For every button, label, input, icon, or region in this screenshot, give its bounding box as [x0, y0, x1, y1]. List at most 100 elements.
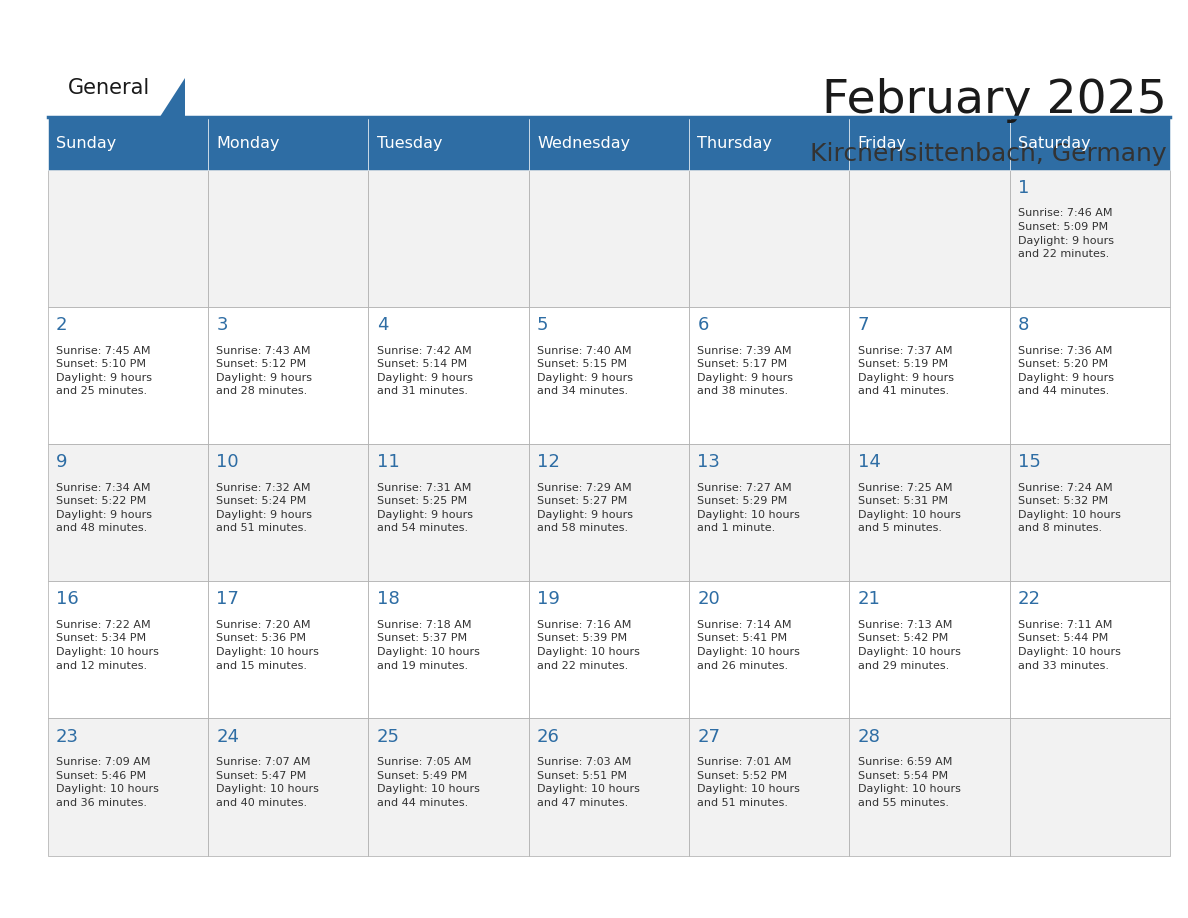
FancyBboxPatch shape [1010, 170, 1170, 307]
Text: General: General [68, 78, 150, 98]
FancyBboxPatch shape [48, 117, 208, 170]
Text: Sunrise: 7:09 AM
Sunset: 5:46 PM
Daylight: 10 hours
and 36 minutes.: Sunrise: 7:09 AM Sunset: 5:46 PM Dayligh… [56, 757, 159, 808]
Text: 15: 15 [1018, 453, 1041, 471]
FancyBboxPatch shape [368, 444, 529, 581]
Text: Sunrise: 7:05 AM
Sunset: 5:49 PM
Daylight: 10 hours
and 44 minutes.: Sunrise: 7:05 AM Sunset: 5:49 PM Dayligh… [377, 757, 480, 808]
Text: Kirchensittenbach, Germany: Kirchensittenbach, Germany [810, 142, 1167, 166]
FancyBboxPatch shape [689, 307, 849, 444]
Text: Sunrise: 7:31 AM
Sunset: 5:25 PM
Daylight: 9 hours
and 54 minutes.: Sunrise: 7:31 AM Sunset: 5:25 PM Dayligh… [377, 483, 473, 533]
FancyBboxPatch shape [48, 444, 208, 581]
Text: Sunrise: 7:46 AM
Sunset: 5:09 PM
Daylight: 9 hours
and 22 minutes.: Sunrise: 7:46 AM Sunset: 5:09 PM Dayligh… [1018, 208, 1114, 259]
Text: 7: 7 [858, 316, 870, 334]
FancyBboxPatch shape [208, 719, 368, 856]
Text: Sunrise: 7:43 AM
Sunset: 5:12 PM
Daylight: 9 hours
and 28 minutes.: Sunrise: 7:43 AM Sunset: 5:12 PM Dayligh… [216, 345, 312, 397]
Text: 17: 17 [216, 590, 239, 609]
FancyBboxPatch shape [48, 307, 208, 444]
Text: 28: 28 [858, 728, 880, 745]
FancyBboxPatch shape [1010, 719, 1170, 856]
Text: Friday: Friday [858, 136, 906, 151]
Text: Sunrise: 7:18 AM
Sunset: 5:37 PM
Daylight: 10 hours
and 19 minutes.: Sunrise: 7:18 AM Sunset: 5:37 PM Dayligh… [377, 620, 480, 671]
Text: 20: 20 [697, 590, 720, 609]
Text: Tuesday: Tuesday [377, 136, 442, 151]
FancyBboxPatch shape [689, 719, 849, 856]
Text: Sunrise: 7:03 AM
Sunset: 5:51 PM
Daylight: 10 hours
and 47 minutes.: Sunrise: 7:03 AM Sunset: 5:51 PM Dayligh… [537, 757, 640, 808]
Text: Thursday: Thursday [697, 136, 772, 151]
FancyBboxPatch shape [48, 170, 208, 307]
FancyBboxPatch shape [689, 170, 849, 307]
Text: Blue: Blue [95, 117, 141, 137]
FancyBboxPatch shape [529, 307, 689, 444]
Text: 16: 16 [56, 590, 78, 609]
FancyBboxPatch shape [368, 719, 529, 856]
Polygon shape [154, 78, 185, 126]
Text: 23: 23 [56, 728, 78, 745]
Text: Sunrise: 7:11 AM
Sunset: 5:44 PM
Daylight: 10 hours
and 33 minutes.: Sunrise: 7:11 AM Sunset: 5:44 PM Dayligh… [1018, 620, 1121, 671]
Text: Monday: Monday [216, 136, 279, 151]
FancyBboxPatch shape [368, 307, 529, 444]
FancyBboxPatch shape [529, 444, 689, 581]
FancyBboxPatch shape [849, 719, 1010, 856]
Text: 18: 18 [377, 590, 399, 609]
Text: Sunrise: 7:27 AM
Sunset: 5:29 PM
Daylight: 10 hours
and 1 minute.: Sunrise: 7:27 AM Sunset: 5:29 PM Dayligh… [697, 483, 801, 533]
FancyBboxPatch shape [529, 719, 689, 856]
FancyBboxPatch shape [208, 581, 368, 719]
Text: Sunrise: 7:25 AM
Sunset: 5:31 PM
Daylight: 10 hours
and 5 minutes.: Sunrise: 7:25 AM Sunset: 5:31 PM Dayligh… [858, 483, 961, 533]
FancyBboxPatch shape [1010, 444, 1170, 581]
Text: 14: 14 [858, 453, 880, 471]
FancyBboxPatch shape [849, 581, 1010, 719]
Text: Saturday: Saturday [1018, 136, 1091, 151]
FancyBboxPatch shape [1010, 117, 1170, 170]
Text: Sunrise: 7:40 AM
Sunset: 5:15 PM
Daylight: 9 hours
and 34 minutes.: Sunrise: 7:40 AM Sunset: 5:15 PM Dayligh… [537, 345, 633, 397]
Text: Sunrise: 7:45 AM
Sunset: 5:10 PM
Daylight: 9 hours
and 25 minutes.: Sunrise: 7:45 AM Sunset: 5:10 PM Dayligh… [56, 345, 152, 397]
FancyBboxPatch shape [1010, 581, 1170, 719]
FancyBboxPatch shape [208, 444, 368, 581]
Text: 26: 26 [537, 728, 560, 745]
Text: Sunrise: 7:32 AM
Sunset: 5:24 PM
Daylight: 9 hours
and 51 minutes.: Sunrise: 7:32 AM Sunset: 5:24 PM Dayligh… [216, 483, 312, 533]
FancyBboxPatch shape [1010, 307, 1170, 444]
FancyBboxPatch shape [849, 170, 1010, 307]
FancyBboxPatch shape [849, 444, 1010, 581]
Text: Sunrise: 7:39 AM
Sunset: 5:17 PM
Daylight: 9 hours
and 38 minutes.: Sunrise: 7:39 AM Sunset: 5:17 PM Dayligh… [697, 345, 794, 397]
Text: Sunrise: 7:13 AM
Sunset: 5:42 PM
Daylight: 10 hours
and 29 minutes.: Sunrise: 7:13 AM Sunset: 5:42 PM Dayligh… [858, 620, 961, 671]
Text: Sunrise: 7:22 AM
Sunset: 5:34 PM
Daylight: 10 hours
and 12 minutes.: Sunrise: 7:22 AM Sunset: 5:34 PM Dayligh… [56, 620, 159, 671]
FancyBboxPatch shape [48, 581, 208, 719]
Text: 13: 13 [697, 453, 720, 471]
Text: Sunrise: 7:29 AM
Sunset: 5:27 PM
Daylight: 9 hours
and 58 minutes.: Sunrise: 7:29 AM Sunset: 5:27 PM Dayligh… [537, 483, 633, 533]
Text: 24: 24 [216, 728, 239, 745]
Text: Sunrise: 7:34 AM
Sunset: 5:22 PM
Daylight: 9 hours
and 48 minutes.: Sunrise: 7:34 AM Sunset: 5:22 PM Dayligh… [56, 483, 152, 533]
FancyBboxPatch shape [208, 117, 368, 170]
FancyBboxPatch shape [689, 581, 849, 719]
FancyBboxPatch shape [208, 307, 368, 444]
Text: 19: 19 [537, 590, 560, 609]
Text: 1: 1 [1018, 179, 1030, 197]
Text: Sunrise: 7:07 AM
Sunset: 5:47 PM
Daylight: 10 hours
and 40 minutes.: Sunrise: 7:07 AM Sunset: 5:47 PM Dayligh… [216, 757, 320, 808]
Text: 10: 10 [216, 453, 239, 471]
Text: Sunrise: 7:16 AM
Sunset: 5:39 PM
Daylight: 10 hours
and 22 minutes.: Sunrise: 7:16 AM Sunset: 5:39 PM Dayligh… [537, 620, 640, 671]
Text: 3: 3 [216, 316, 228, 334]
Text: 11: 11 [377, 453, 399, 471]
Text: 5: 5 [537, 316, 549, 334]
Text: Sunrise: 7:01 AM
Sunset: 5:52 PM
Daylight: 10 hours
and 51 minutes.: Sunrise: 7:01 AM Sunset: 5:52 PM Dayligh… [697, 757, 801, 808]
Text: 27: 27 [697, 728, 720, 745]
Text: 6: 6 [697, 316, 709, 334]
Text: February 2025: February 2025 [822, 78, 1167, 123]
FancyBboxPatch shape [368, 170, 529, 307]
FancyBboxPatch shape [48, 719, 208, 856]
Text: Wednesday: Wednesday [537, 136, 630, 151]
FancyBboxPatch shape [368, 581, 529, 719]
Text: 22: 22 [1018, 590, 1041, 609]
Text: Sunrise: 6:59 AM
Sunset: 5:54 PM
Daylight: 10 hours
and 55 minutes.: Sunrise: 6:59 AM Sunset: 5:54 PM Dayligh… [858, 757, 961, 808]
FancyBboxPatch shape [529, 117, 689, 170]
Text: Sunrise: 7:36 AM
Sunset: 5:20 PM
Daylight: 9 hours
and 44 minutes.: Sunrise: 7:36 AM Sunset: 5:20 PM Dayligh… [1018, 345, 1114, 397]
Text: Sunrise: 7:42 AM
Sunset: 5:14 PM
Daylight: 9 hours
and 31 minutes.: Sunrise: 7:42 AM Sunset: 5:14 PM Dayligh… [377, 345, 473, 397]
Text: Sunrise: 7:24 AM
Sunset: 5:32 PM
Daylight: 10 hours
and 8 minutes.: Sunrise: 7:24 AM Sunset: 5:32 PM Dayligh… [1018, 483, 1121, 533]
FancyBboxPatch shape [208, 170, 368, 307]
Text: 8: 8 [1018, 316, 1030, 334]
Text: 21: 21 [858, 590, 880, 609]
FancyBboxPatch shape [529, 581, 689, 719]
FancyBboxPatch shape [529, 170, 689, 307]
Text: 12: 12 [537, 453, 560, 471]
Text: Sunrise: 7:37 AM
Sunset: 5:19 PM
Daylight: 9 hours
and 41 minutes.: Sunrise: 7:37 AM Sunset: 5:19 PM Dayligh… [858, 345, 954, 397]
FancyBboxPatch shape [368, 117, 529, 170]
FancyBboxPatch shape [849, 117, 1010, 170]
